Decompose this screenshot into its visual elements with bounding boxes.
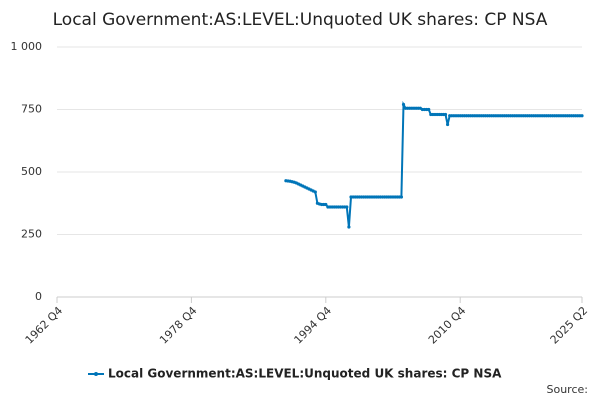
source: Source: <box>547 383 589 396</box>
point <box>399 195 403 199</box>
point <box>324 202 328 207</box>
legend-marker <box>94 372 98 376</box>
y-tick-label: 0 <box>35 290 42 303</box>
point <box>313 190 317 194</box>
point <box>427 107 431 112</box>
point <box>401 102 406 107</box>
point <box>446 122 450 127</box>
x-tick-label: 2025 Q2 <box>548 304 591 347</box>
y-tick-label: 250 <box>21 228 42 241</box>
x-tick-label: 2010 Q4 <box>426 304 469 347</box>
y-tick-label: 500 <box>21 165 42 178</box>
point <box>443 112 448 117</box>
x-tick-label: 1978 Q4 <box>157 304 200 347</box>
legend-label: Local Government:AS:LEVEL:Unquoted UK sh… <box>108 367 502 381</box>
point <box>345 205 349 209</box>
x-tick-label: 1962 Q4 <box>23 304 66 347</box>
x-tick-label: 1994 Q4 <box>292 304 335 347</box>
y-tick-label: 1 000 <box>11 40 43 53</box>
chart-title: Local Government:AS:LEVEL:Unquoted UK sh… <box>53 10 548 30</box>
y-tick-label: 750 <box>21 103 42 116</box>
line <box>285 100 582 228</box>
point <box>580 114 584 118</box>
point <box>347 225 351 229</box>
